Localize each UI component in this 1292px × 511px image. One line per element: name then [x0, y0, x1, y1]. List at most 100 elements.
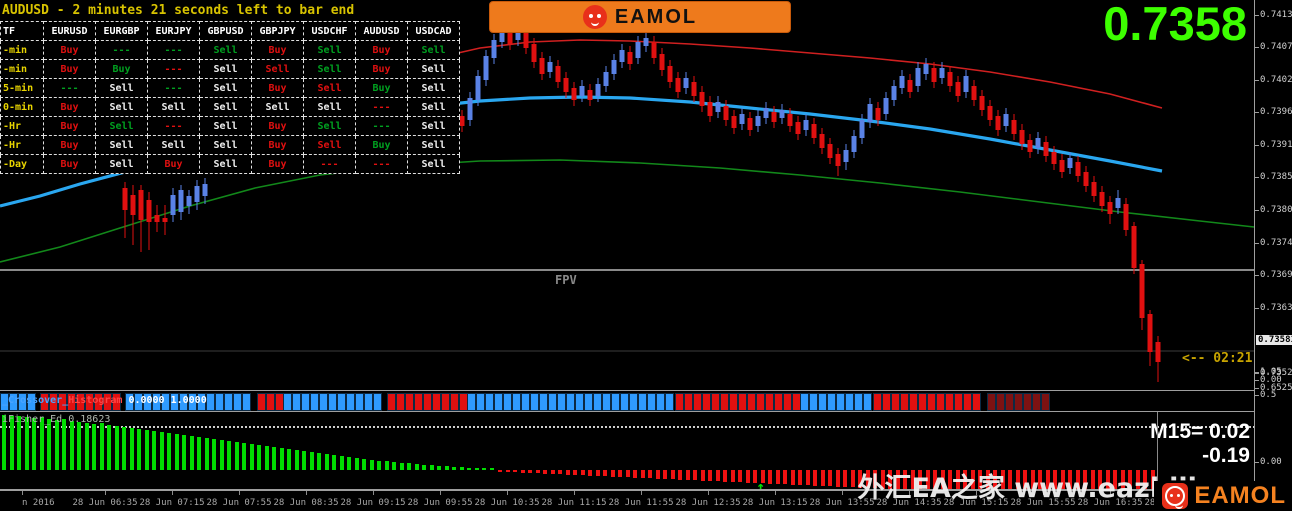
candle-body — [867, 104, 873, 122]
column-header: GBPUSD — [199, 21, 252, 41]
oscillator-red-bar — [910, 470, 915, 490]
oscillator-red-bar — [580, 470, 585, 475]
oscillator-red-bar — [610, 470, 615, 477]
axis-tick — [1255, 462, 1259, 463]
histogram-block — [530, 393, 539, 411]
candle-body — [555, 66, 561, 82]
signal-cell: Buy — [95, 59, 148, 79]
oscillator-red-bar — [505, 470, 510, 472]
candle-body — [611, 60, 617, 74]
bar-countdown-marker: <-- 02:21 — [1182, 351, 1253, 366]
time-axis-tick — [842, 491, 843, 495]
oscillator-red-bar — [618, 470, 622, 477]
column-header: AUDUSD — [355, 21, 408, 41]
candle-body — [579, 86, 585, 96]
window-divider[interactable] — [0, 411, 1255, 412]
oscillator-green-bar — [2, 415, 6, 470]
histogram-block — [0, 393, 9, 411]
oscillator-red-bar — [498, 470, 502, 472]
time-axis-tick — [641, 491, 642, 495]
oscillator-red-bar — [963, 470, 967, 492]
axis-tick — [1255, 380, 1259, 381]
oscillator-green-bar — [99, 423, 104, 470]
window-divider[interactable] — [0, 390, 1255, 391]
histogram-label-part: Histogram — [68, 395, 129, 406]
oscillator-red-bar — [1068, 470, 1072, 494]
signal-table-body: TF EURUSD EURGBP EURJPY GBPUSD GBPJPY USDCHF AU… — [0, 21, 460, 174]
histogram-block — [283, 393, 292, 411]
window-divider[interactable] — [0, 489, 1255, 490]
histogram-block — [996, 393, 1005, 411]
signal-cell: Buy — [251, 78, 304, 98]
time-axis-tick — [22, 491, 23, 495]
axis-tick — [1255, 372, 1259, 373]
axis-tick — [1255, 388, 1259, 389]
time-axis-tick — [239, 491, 240, 495]
candle-body — [923, 64, 929, 74]
candle-body — [1155, 342, 1161, 362]
candle-body — [747, 118, 753, 130]
histogram-block — [756, 393, 765, 411]
signal-cell: --- — [147, 116, 200, 136]
histogram-block — [319, 393, 328, 411]
timeframe-cell: -min — [0, 59, 44, 79]
signal-cell: Buy — [355, 135, 408, 155]
signal-table-row: -Day Buy Sell Buy Sell Buy --- --- Sell — [0, 154, 460, 174]
oscillator-green-bar — [279, 448, 284, 470]
signal-cell: Buy — [251, 116, 304, 136]
histogram-block — [301, 393, 310, 411]
signal-cell: Buy — [251, 40, 304, 60]
oscillator-red-bar — [1015, 470, 1020, 493]
candle-body — [987, 106, 993, 120]
oscillator-red-bar — [805, 470, 810, 485]
histogram-block — [494, 393, 503, 411]
oscillator-green-bar — [347, 457, 351, 470]
oscillator-red-bar — [640, 470, 645, 478]
signal-cell: --- — [303, 154, 356, 174]
histogram-block — [387, 393, 396, 411]
oscillator-red-bar — [745, 470, 750, 483]
time-axis-label: 28 Jun 12:35 — [675, 498, 741, 508]
oscillator-green-bar — [84, 423, 89, 470]
oscillator-red-bar — [670, 470, 675, 479]
histogram-block — [85, 393, 94, 411]
oscillator-window[interactable] — [0, 412, 1255, 494]
candle-body — [1035, 138, 1041, 148]
oscillator-green-bar — [437, 466, 441, 470]
crossover-histogram-window[interactable] — [0, 391, 1255, 411]
histogram-block — [337, 393, 346, 411]
signal-cell: Sell — [303, 40, 356, 60]
oscillator-red-bar — [948, 470, 952, 491]
axis-tick — [1255, 80, 1259, 81]
oscillator-red-bar — [625, 470, 630, 477]
oscillator-red-bar — [985, 470, 990, 492]
oscillator-green-bar — [422, 465, 426, 470]
time-axis-tick — [574, 491, 575, 495]
histogram-block — [152, 393, 161, 411]
oscillator-red-bar — [753, 470, 757, 483]
time-axis-label: 28 Jun 08:35 — [273, 498, 339, 508]
histogram-block — [310, 393, 319, 411]
axis-tick — [1255, 47, 1259, 48]
oscillator-green-bar — [234, 442, 239, 470]
candle-body — [939, 68, 945, 78]
candle-body — [1083, 172, 1089, 186]
histogram-block — [702, 393, 711, 411]
time-axis-label: 28 Jun 16:35 — [1077, 498, 1143, 508]
signal-cell: Sell — [407, 97, 460, 117]
oscillator-green-bar — [309, 452, 314, 470]
candle-body — [507, 32, 513, 44]
candle-body — [202, 184, 208, 196]
column-header: EURJPY — [147, 21, 200, 41]
histogram-block — [918, 393, 927, 411]
oscillator-red-bar — [1113, 470, 1117, 494]
readout-m15: M15= 0.02 — [1150, 420, 1250, 443]
oscillator-green-bar — [32, 418, 36, 470]
oscillator-green-bar — [47, 419, 51, 470]
histogram-block — [566, 393, 575, 411]
signal-cell: Sell — [407, 135, 460, 155]
histogram-block — [143, 393, 152, 411]
histogram-block — [432, 393, 441, 411]
